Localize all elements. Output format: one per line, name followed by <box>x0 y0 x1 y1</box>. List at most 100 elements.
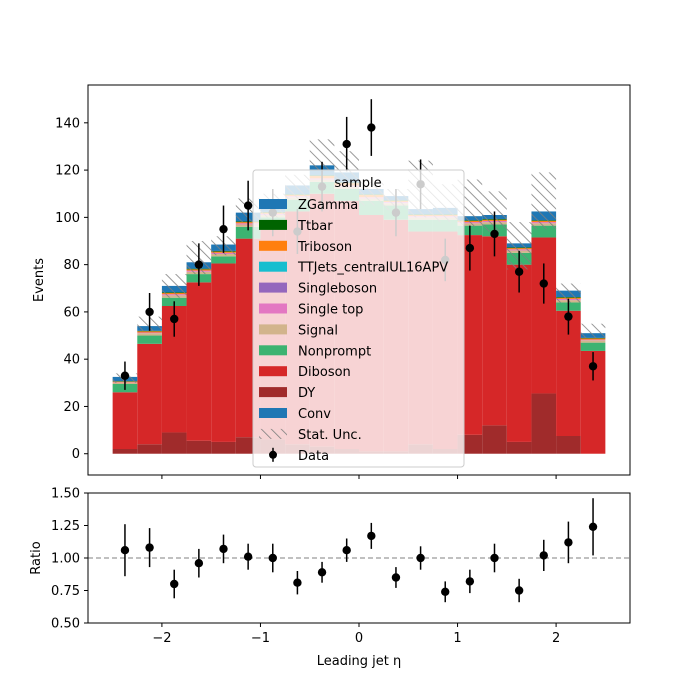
x-ticks-group <box>161 475 557 479</box>
data-point <box>145 307 154 317</box>
ratio-point <box>564 538 573 547</box>
ratio-x-tick-label: −1 <box>251 631 270 646</box>
y-tick-label: 80 <box>63 258 80 273</box>
data-point <box>564 312 573 321</box>
ratio-x-ticks-group: −2 −1 0 1 2 <box>152 623 560 646</box>
legend-entry-label: Single top <box>298 303 363 318</box>
ratio-point <box>120 546 130 555</box>
data-point <box>219 224 228 234</box>
data-point <box>490 229 499 239</box>
legend-swatch <box>259 199 287 209</box>
legend-data-marker <box>269 450 277 459</box>
ratio-y-ticks-group: 0.50 0.75 1.00 1.25 1.50 <box>51 487 88 632</box>
ratio-point <box>268 553 277 563</box>
stat-unc-band <box>161 274 187 298</box>
ratio-y-axis-label: Ratio <box>29 541 44 574</box>
legend-swatch <box>259 387 287 398</box>
legend-entry-label: Conv <box>298 407 331 422</box>
ratio-y-tick-label: 1.25 <box>51 519 80 534</box>
y-tick-label: 60 <box>63 305 80 320</box>
ratio-points-group <box>120 498 598 603</box>
bar-segment <box>211 254 236 257</box>
bar-segment <box>235 226 261 239</box>
ratio-point <box>317 568 327 577</box>
data-point <box>342 139 351 149</box>
legend-title: sample <box>334 176 381 191</box>
legend-swatch <box>259 366 287 377</box>
bar-segment <box>186 282 212 441</box>
legend-entry-label: Data <box>298 449 329 464</box>
bar-segment <box>580 342 606 351</box>
legend-entry-label: Ttbar <box>297 219 333 234</box>
legend-entry-label: TTJets_centralUL16APV <box>297 261 448 276</box>
bar-segment <box>531 237 557 394</box>
legend-entry-label: Nonprompt <box>298 344 371 359</box>
ratio-point <box>219 544 228 554</box>
legend-entry-label: Stat. Unc. <box>298 428 362 443</box>
ratio-point <box>145 543 154 552</box>
ratio-point <box>194 559 204 568</box>
bar-segment <box>137 333 162 336</box>
bar-segment <box>506 441 532 454</box>
stat-unc-band <box>580 323 606 338</box>
data-point <box>194 260 204 269</box>
bar-segment <box>137 343 162 445</box>
bar-segment <box>482 425 507 454</box>
bar-segment <box>161 432 187 454</box>
bar-segment <box>137 331 162 333</box>
bar-segment <box>211 441 236 454</box>
bar-segment <box>211 263 236 442</box>
y-tick-label: 100 <box>55 211 80 226</box>
ratio-point <box>514 586 524 595</box>
ratio-x-tick-label: 2 <box>552 631 560 646</box>
ratio-point <box>539 551 548 560</box>
y-tick-label: 140 <box>55 116 80 131</box>
data-point <box>170 314 179 324</box>
legend-entry-label: DY <box>298 386 315 401</box>
legend-swatch <box>259 345 287 356</box>
data-point <box>514 267 524 276</box>
bar-segment <box>482 236 507 426</box>
legend-entry-label: ZGamma <box>298 198 358 213</box>
ratio-point <box>416 553 425 563</box>
y-tick-label: 40 <box>63 353 80 368</box>
legend-swatch <box>259 324 287 335</box>
ratio-point <box>588 522 598 531</box>
main-plot-frame <box>87 84 631 476</box>
data-point <box>367 123 376 132</box>
y-axis-label: Events <box>32 258 47 302</box>
bar-segment <box>211 256 236 264</box>
ratio-point <box>367 531 376 541</box>
ratio-point <box>293 578 302 587</box>
legend-swatch <box>259 240 287 251</box>
bar-segment <box>531 393 557 454</box>
legend-swatch <box>259 303 287 314</box>
bar-segment <box>531 225 557 238</box>
legend-frame <box>252 169 465 468</box>
legend-swatch <box>259 261 287 272</box>
ratio-point <box>342 546 351 555</box>
ratio-point <box>391 573 401 582</box>
ratio-point <box>170 579 179 589</box>
bar-segment <box>112 392 138 449</box>
legend-swatch <box>259 408 287 418</box>
bar-segment <box>112 449 138 454</box>
legend-entry-label: Triboson <box>297 240 352 255</box>
data-point <box>120 371 130 380</box>
stat-unc-band <box>556 283 581 303</box>
legend-entry-label: Signal <box>298 323 338 338</box>
legend-entries: ZGamma Ttbar Triboson TTJets_centralUL16APV… <box>259 198 448 464</box>
x-axis-label: Leading jet η <box>317 654 402 669</box>
ratio-point <box>490 553 499 563</box>
ratio-x-tick-label: 0 <box>355 631 363 646</box>
y-tick-label: 20 <box>63 400 80 415</box>
ratio-panel: 0.50 0.75 1.00 1.25 1.50 −2 −1 0 1 2 Ratio Leadi… <box>29 487 630 669</box>
legend-hatch-swatch <box>259 428 287 439</box>
y-ticks-group: 0 20 40 60 80 100 120 140 <box>55 116 88 462</box>
data-point <box>465 243 475 253</box>
ratio-y-tick-label: 1.50 <box>51 487 80 502</box>
data-point <box>243 201 253 210</box>
y-tick-label: 0 <box>72 447 80 462</box>
legend-swatch <box>259 282 287 293</box>
